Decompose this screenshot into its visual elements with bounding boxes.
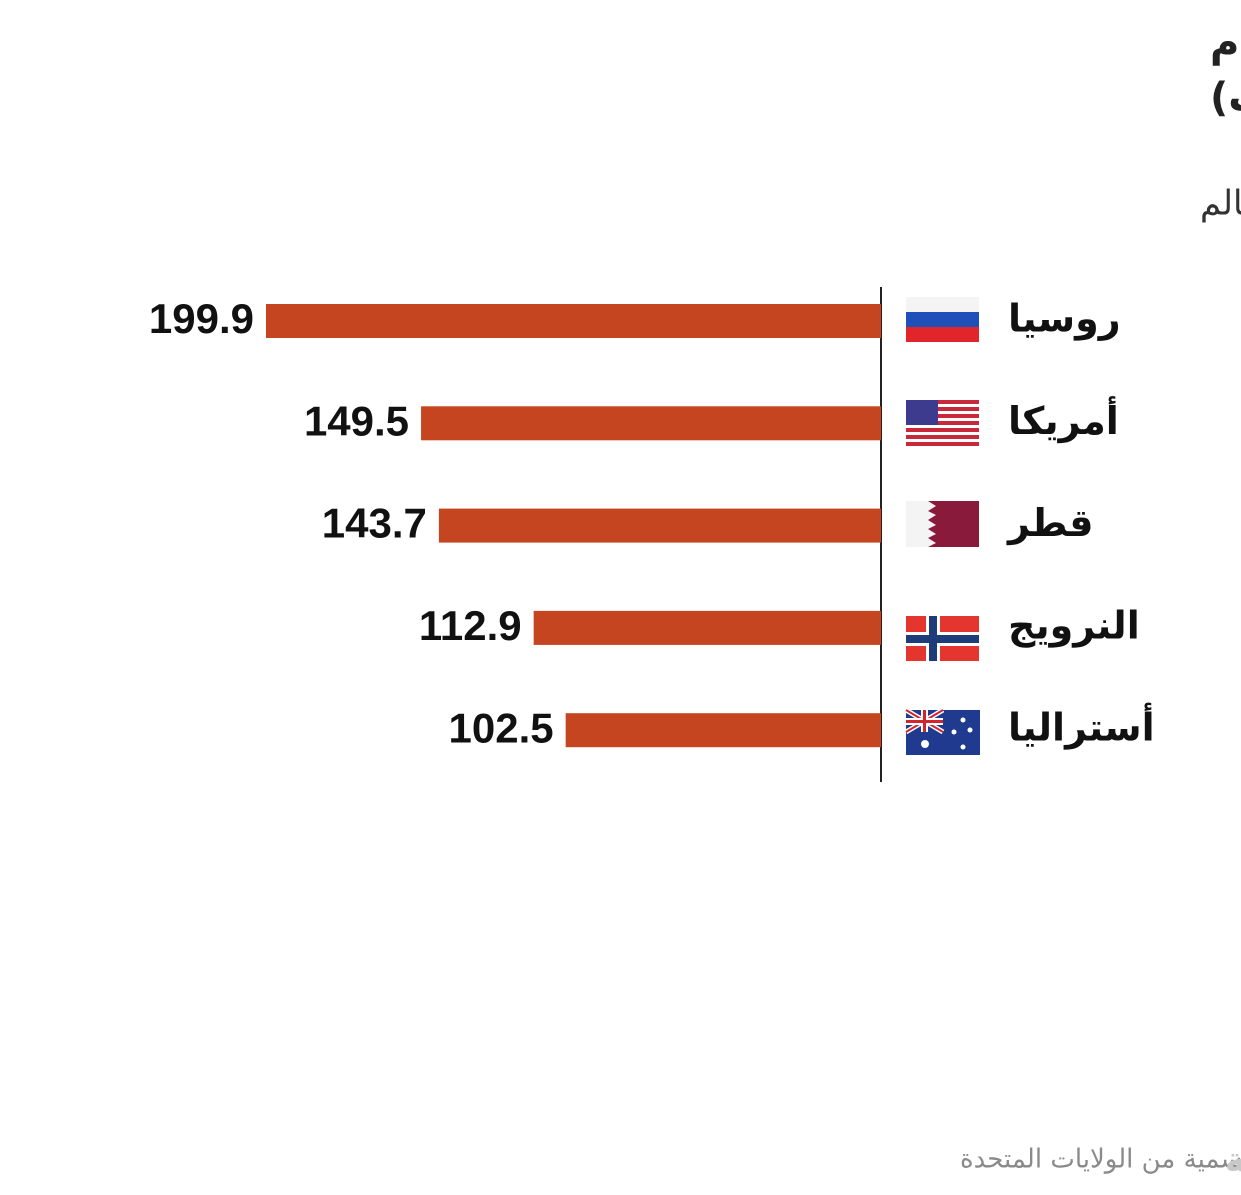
chart-title: 2020 (مليار متر مكعب)	[1210, 75, 1241, 121]
flag	[904, 707, 980, 755]
bar	[565, 713, 881, 748]
bar	[533, 610, 881, 645]
bar	[421, 406, 881, 441]
value-label: 149.5	[304, 397, 409, 444]
category-label: أستراليا	[1008, 703, 1155, 750]
flag	[906, 297, 979, 342]
category-label: أمريكا	[1008, 396, 1119, 443]
flag	[906, 400, 979, 446]
brand-logo: CNN بالعربية	[1225, 1141, 1241, 1181]
category-label: قطر	[1006, 501, 1094, 545]
value-label: 102.5	[449, 704, 554, 751]
category-label: النرويج	[1008, 603, 1140, 648]
value-label: 199.9	[149, 295, 254, 342]
bar	[266, 304, 881, 338]
flag	[906, 616, 979, 661]
value-label: 112.9	[419, 602, 522, 649]
flag	[906, 501, 979, 547]
category-label: روسيا	[1008, 297, 1121, 342]
bar	[438, 508, 881, 543]
chart-subtitle: الدول الـ5 الأعلى في صادرات الغاز الطبيع…	[1200, 182, 1241, 224]
source: المصدر: إحصاءات الطاقة الرسمية من الولاي…	[960, 1145, 1241, 1175]
chart-title: روسيا الأعلى في الصادرات العالمية للغاز …	[1210, 17, 1241, 66]
value-label: 143.7	[322, 500, 427, 547]
